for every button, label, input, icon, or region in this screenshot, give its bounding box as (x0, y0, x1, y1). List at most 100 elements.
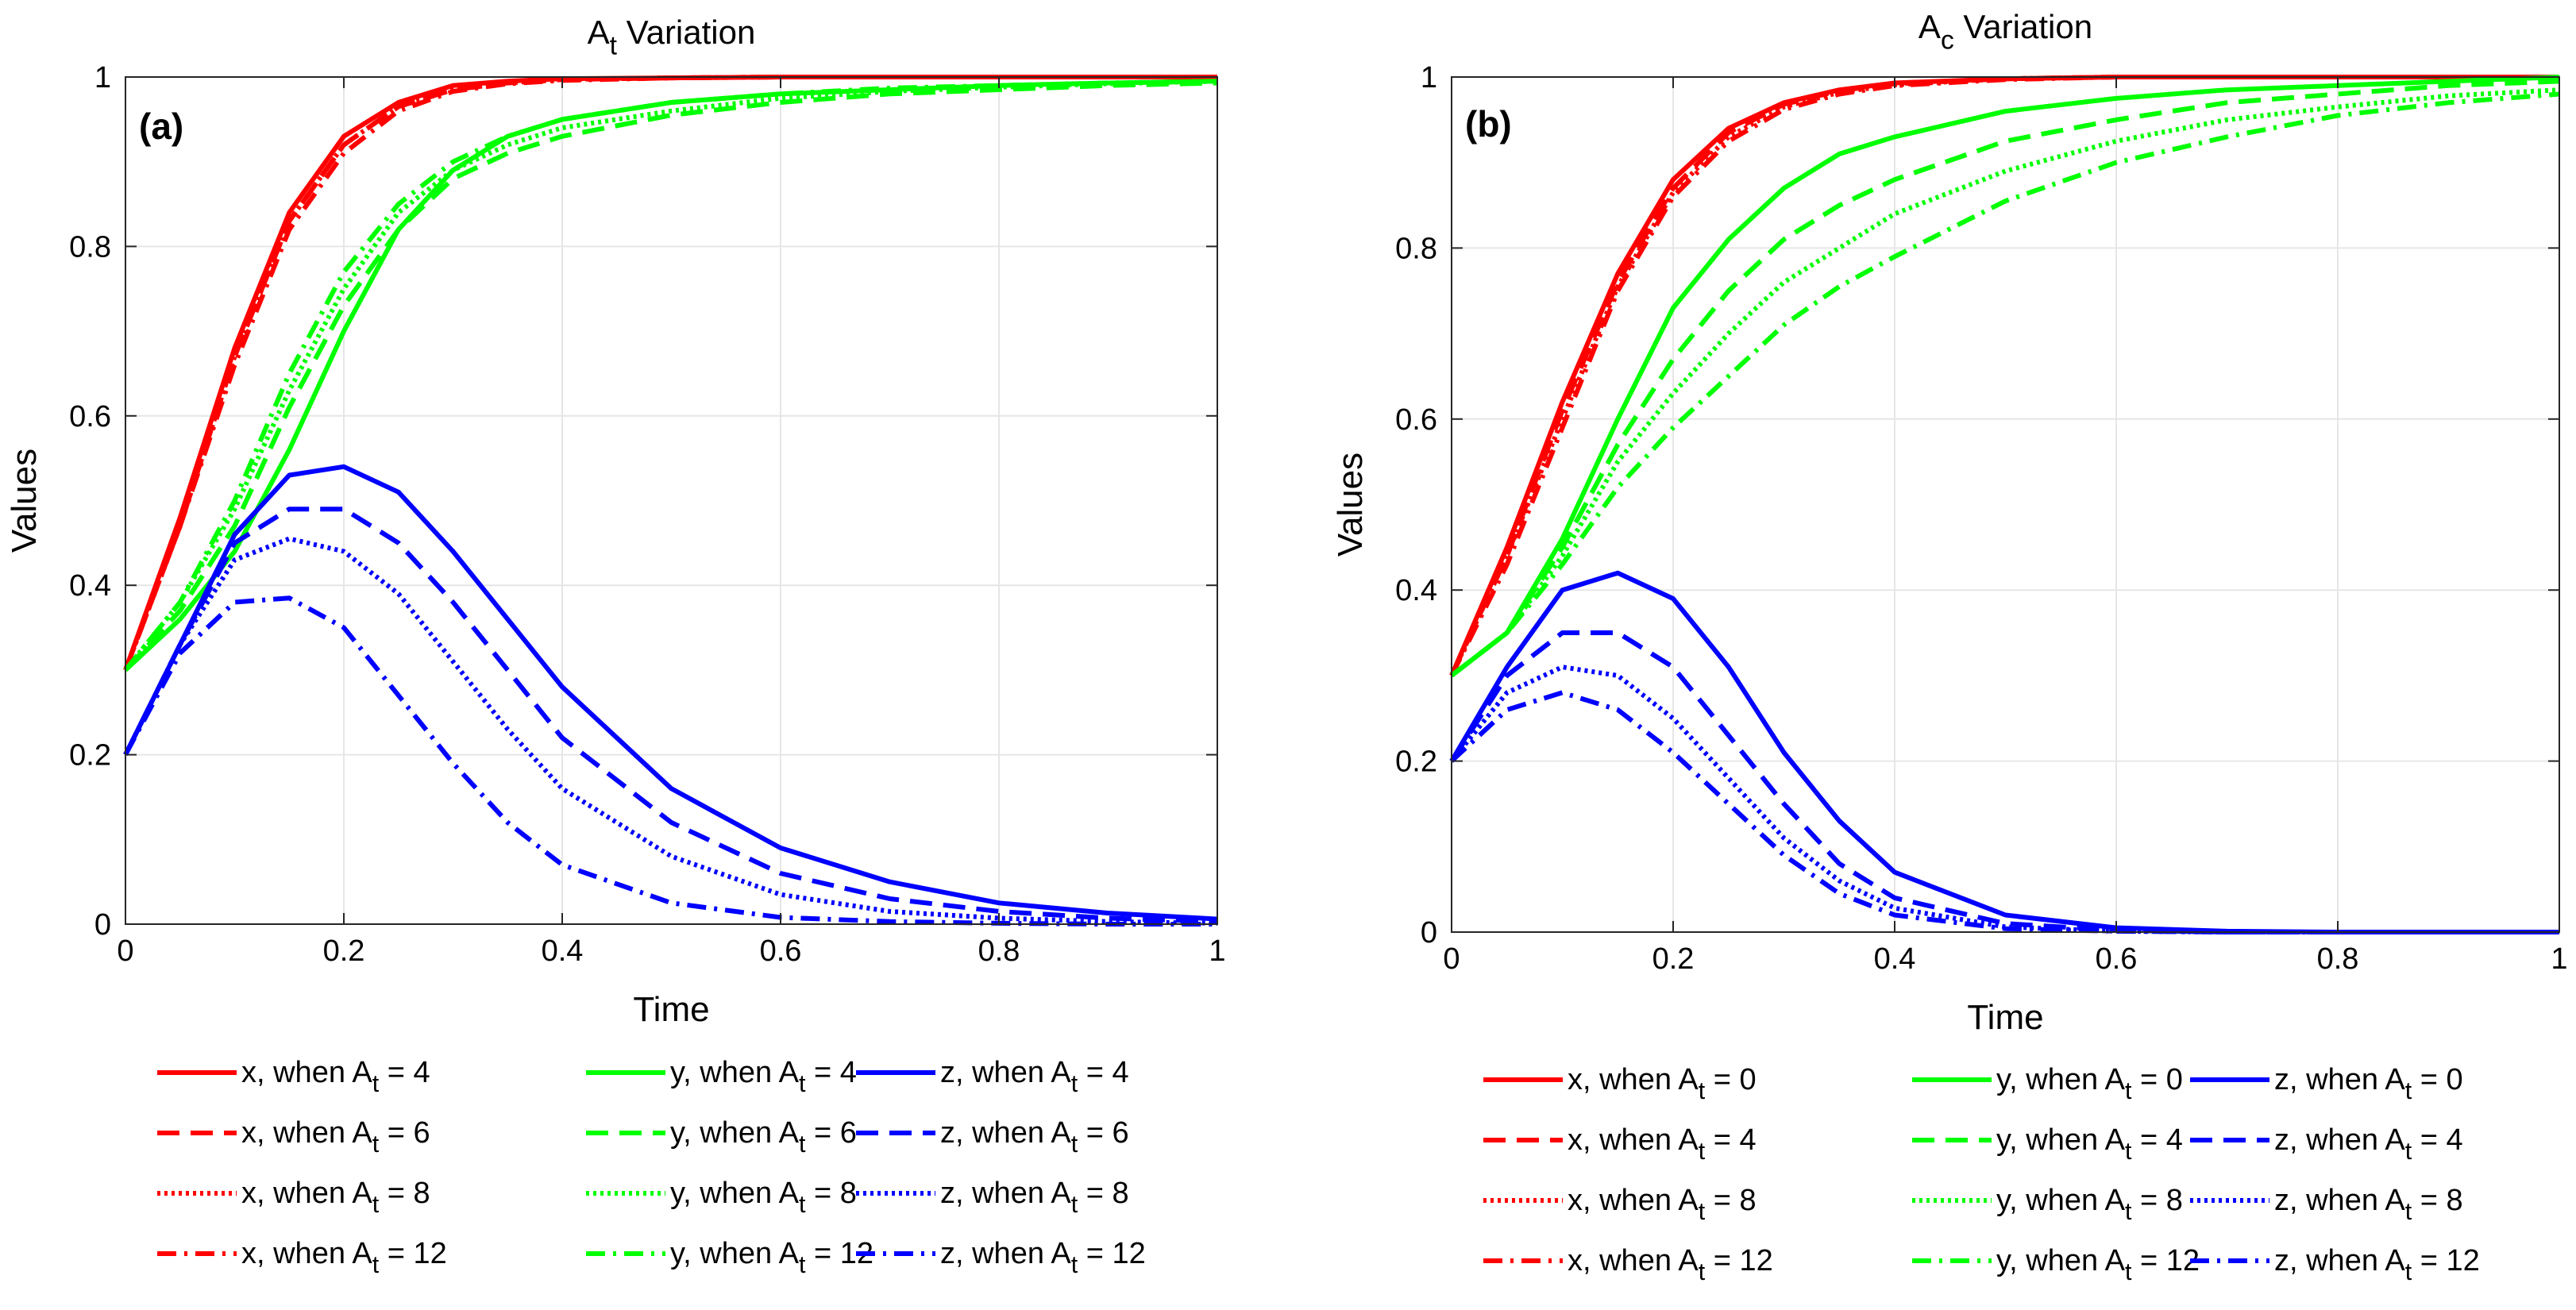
legend-label: x, when At = 4 (241, 1056, 430, 1097)
x-tick-label: 0.8 (2317, 942, 2359, 976)
chart-panel-b: 0 0.2 0.4 0.6 0.8 1 0 0.2 0.4 0.6 0.8 1 Ac Variation… (1331, 8, 2568, 1285)
legend-label: z, when At = 8 (940, 1177, 1129, 1218)
series-line-z-solid (123, 464, 1218, 922)
legend-item: z, when At = 4 (2190, 1123, 2463, 1165)
legend-item: x, when At = 0 (1483, 1063, 1757, 1104)
legend-label: y, when At = 12 (1996, 1244, 2200, 1285)
legend-label-rest: = 12 (2131, 1244, 2200, 1277)
legend-label-rest: = 8 (2131, 1184, 2182, 1217)
legend: x, when At = 0x, when At = 4x, when At =… (1483, 1063, 2480, 1285)
legend-label-sub: t (372, 1070, 380, 1097)
series-group (1449, 75, 2560, 934)
legend-item: y, when At = 4 (1912, 1123, 2183, 1165)
legend-label-sub: t (799, 1070, 806, 1097)
legend-label-rest: = 0 (2131, 1063, 2182, 1096)
x-tick-label: 0.4 (542, 934, 584, 968)
legend-label: z, when At = 4 (2274, 1123, 2463, 1165)
legend-label: x, when At = 4 (1568, 1123, 1757, 1165)
legend-label: y, when At = 4 (670, 1056, 857, 1097)
series-line-z-solid (1449, 570, 2559, 934)
legend-label-main: z, when A (940, 1177, 1071, 1210)
x-tick-label: 0 (117, 934, 133, 968)
legend-label-main: y, when A (670, 1116, 800, 1150)
legend-label-main: x, when A (1568, 1184, 1699, 1217)
legend-label-sub: t (2405, 1077, 2412, 1104)
panel-label: (b) (1465, 103, 1512, 144)
series-line-x-solid (1449, 75, 2559, 677)
legend-label-sub: t (1699, 1138, 1706, 1165)
y-tick-label: 0.6 (1395, 403, 1437, 437)
legend-label-main: y, when A (1996, 1063, 2126, 1096)
legend-label-sub: t (372, 1251, 380, 1278)
series-line-y-solid (123, 79, 1218, 672)
series-line-z-dashdot (123, 595, 1217, 927)
legend-label-rest: = 12 (379, 1237, 447, 1270)
x-tick-label: 1 (2551, 942, 2567, 976)
legend-label-sub: t (2405, 1258, 2412, 1285)
axes-box (1451, 76, 2560, 933)
legend-label-main: z, when A (940, 1056, 1071, 1089)
legend-label-main: y, when A (670, 1056, 800, 1089)
series-line-y-dashdot (123, 79, 1218, 672)
legend-label-sub: t (2125, 1198, 2132, 1225)
legend-label-sub: t (2125, 1258, 2132, 1285)
legend-label-main: x, when A (241, 1177, 372, 1210)
legend-label-rest: = 8 (2412, 1184, 2462, 1217)
series-line-z-dashed (1449, 630, 2559, 934)
legend-label-sub: t (2125, 1077, 2132, 1104)
series-group (123, 75, 1218, 927)
y-tick-label: 1 (1421, 61, 1437, 94)
series-line-x-dotted (123, 75, 1217, 671)
legend-label-rest: = 0 (1705, 1063, 1756, 1096)
legend-label-sub: t (799, 1191, 806, 1218)
series-line-z-dotted (1449, 665, 2559, 934)
legend-label-rest: = 8 (1705, 1184, 1756, 1217)
legend-item: z, when At = 8 (856, 1177, 1129, 1218)
chart-title: At Variation (588, 13, 756, 60)
legend-label-rest: = 6 (379, 1116, 430, 1150)
legend-label-main: x, when A (241, 1056, 372, 1089)
series-line-x-dotted (1449, 75, 2559, 677)
grid (125, 76, 1218, 925)
legend-item: y, when At = 0 (1912, 1063, 2183, 1104)
x-tick-label: 1 (1209, 934, 1225, 968)
series-line-x-solid (123, 75, 1217, 671)
series-line-y-dashed (123, 80, 1218, 672)
legend-item: x, when At = 4 (157, 1056, 430, 1097)
legend-item: x, when At = 8 (1483, 1184, 1757, 1225)
legend-label-sub: t (799, 1131, 806, 1158)
legend-item: y, when At = 8 (586, 1177, 857, 1218)
legend-label-main: x, when A (241, 1116, 372, 1150)
chart-title-sub: c (1941, 25, 1954, 55)
y-axis-label: Values (1331, 453, 1370, 557)
legend-label: y, when At = 8 (1996, 1184, 2183, 1225)
x-axis-label: Time (1967, 998, 2043, 1037)
legend-label: x, when At = 8 (241, 1177, 430, 1218)
series-line-x-dashed (123, 75, 1217, 671)
legend-label-rest: = 4 (2412, 1123, 2462, 1157)
chart-title-main: A (588, 13, 610, 51)
series-line-y-dashdot (1450, 91, 2560, 678)
legend-label-main: y, when A (670, 1237, 800, 1270)
legend-label-rest: = 4 (805, 1056, 856, 1089)
legend-item: x, when At = 12 (1483, 1244, 1773, 1285)
legend-label: y, when At = 8 (670, 1177, 857, 1218)
legend-item: z, when At = 0 (2190, 1063, 2463, 1104)
x-tick-label: 0.4 (1874, 942, 1916, 976)
legend-label-main: y, when A (1996, 1184, 2126, 1217)
panel-label: (a) (139, 106, 183, 147)
series-line-z-dashdot (1449, 690, 2559, 934)
legend-item: z, when At = 6 (856, 1116, 1129, 1158)
legend-item: y, when At = 6 (586, 1116, 857, 1158)
grid (1451, 76, 2560, 933)
y-tick-label: 0 (94, 908, 111, 942)
legend-label-sub: t (1071, 1191, 1078, 1218)
legend-item: z, when At = 8 (2190, 1184, 2463, 1225)
legend-label-sub: t (799, 1251, 806, 1278)
legend-label: z, when At = 12 (940, 1237, 1146, 1278)
legend-label-rest: = 6 (805, 1116, 856, 1150)
legend-label-sub: t (1699, 1198, 1706, 1225)
x-tick-label: 0.6 (2096, 942, 2138, 976)
legend-label: y, when At = 4 (1996, 1123, 2183, 1165)
